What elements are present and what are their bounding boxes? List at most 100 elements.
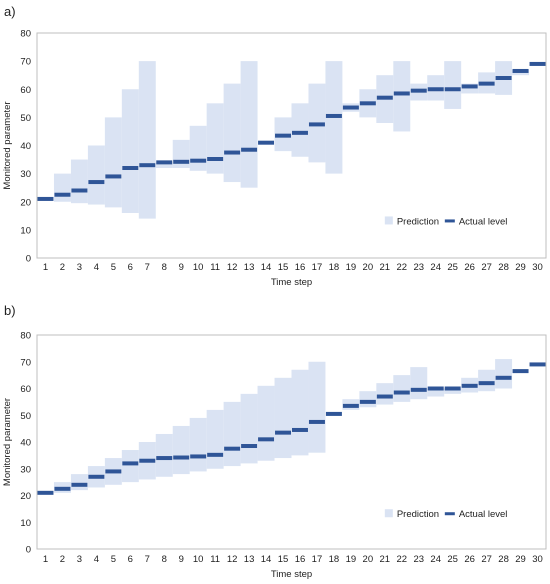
panel-label: b): [4, 303, 16, 318]
x-tick-label: 25: [447, 262, 458, 273]
prediction-band: [478, 369, 496, 392]
x-tick-label: 13: [244, 262, 255, 273]
actual-level-marker: [325, 411, 342, 416]
prediction-band: [70, 159, 88, 204]
prediction-band: [444, 388, 462, 394]
x-tick-label: 21: [380, 554, 391, 565]
x-tick-label: 29: [515, 262, 526, 273]
x-tick-label: 1: [43, 554, 48, 565]
actual-level-marker: [122, 461, 139, 466]
x-tick-label: 2: [60, 262, 65, 273]
actual-level-marker: [173, 159, 190, 164]
actual-level-marker: [122, 166, 139, 170]
actual-level-marker: [105, 469, 122, 474]
x-tick-label: 27: [481, 554, 492, 565]
actual-level-marker: [88, 474, 105, 479]
prediction-band: [410, 367, 428, 400]
y-tick-label: 30: [20, 464, 31, 475]
legend-prediction-swatch: [384, 509, 393, 518]
actual-level-marker: [190, 454, 207, 459]
prediction-band: [155, 162, 173, 168]
x-tick-label: 24: [430, 262, 441, 273]
actual-level-marker: [207, 157, 224, 161]
actual-level-marker: [512, 68, 529, 73]
x-tick-label: 28: [498, 554, 509, 565]
panel-label: a): [4, 4, 16, 19]
actual-level-marker: [342, 403, 359, 408]
actual-level-marker: [359, 101, 376, 106]
x-tick-label: 8: [162, 262, 167, 273]
x-tick-label: 23: [413, 262, 424, 273]
y-axis-label: Monitored parameter: [2, 101, 13, 189]
y-tick-label: 0: [26, 254, 31, 265]
actual-level-marker: [529, 362, 546, 367]
y-tick-label: 10: [20, 518, 31, 529]
x-tick-label: 19: [346, 554, 357, 565]
x-axis-label: Time step: [271, 569, 312, 580]
actual-level-marker: [258, 140, 275, 145]
x-tick-label: 9: [179, 554, 184, 565]
y-tick-label: 70: [20, 57, 31, 68]
x-tick-label: 9: [179, 262, 184, 273]
y-tick-label: 80: [20, 331, 31, 342]
x-tick-label: 25: [447, 554, 458, 565]
prediction-band: [308, 361, 326, 453]
x-tick-label: 10: [193, 554, 204, 565]
actual-level-marker: [376, 394, 393, 399]
actual-level-marker: [410, 387, 427, 392]
actual-level-marker: [88, 180, 105, 185]
y-tick-label: 70: [20, 357, 31, 368]
x-tick-label: 28: [498, 262, 509, 273]
actual-level-marker: [308, 122, 325, 127]
actual-level-marker: [207, 452, 224, 457]
actual-level-marker: [359, 399, 376, 404]
actual-level-marker: [495, 76, 512, 80]
y-tick-label: 20: [20, 197, 31, 208]
actual-level-marker: [54, 486, 71, 491]
actual-level-marker: [461, 383, 478, 388]
prediction-band: [87, 145, 105, 205]
x-tick-label: 6: [128, 262, 133, 273]
x-tick-label: 19: [346, 262, 357, 273]
x-tick-label: 6: [128, 554, 133, 565]
x-tick-label: 18: [329, 262, 340, 273]
x-tick-label: 15: [278, 554, 289, 565]
prediction-band: [257, 385, 275, 461]
x-tick-label: 29: [515, 554, 526, 565]
x-tick-label: 22: [396, 262, 407, 273]
x-tick-label: 20: [363, 554, 374, 565]
actual-level-marker: [156, 160, 173, 165]
x-tick-label: 4: [94, 554, 99, 565]
prediction-band: [291, 369, 309, 456]
actual-level-marker: [410, 88, 427, 93]
actual-level-marker: [512, 369, 529, 374]
x-tick-label: 30: [532, 262, 543, 273]
actual-level-marker: [325, 113, 342, 118]
x-tick-label: 7: [145, 262, 150, 273]
actual-level-marker: [224, 150, 241, 155]
actual-level-marker: [427, 87, 444, 92]
prediction-band: [240, 61, 258, 188]
actual-level-marker: [393, 91, 410, 96]
actual-level-marker: [461, 84, 478, 89]
prediction-band: [240, 393, 258, 464]
x-tick-label: 17: [312, 554, 323, 565]
x-tick-label: 3: [77, 554, 82, 565]
actual-level-marker: [54, 192, 71, 197]
prediction-band: [206, 103, 224, 174]
prediction-band: [223, 401, 241, 467]
prediction-band: [444, 61, 462, 109]
x-tick-label: 21: [380, 262, 391, 273]
actual-level-marker: [292, 427, 308, 432]
actual-level-marker: [444, 87, 461, 92]
y-axis-label: Monitored parameter: [2, 398, 13, 486]
actual-level-marker: [529, 61, 546, 66]
prediction-band: [291, 103, 309, 157]
plot-frame: [36, 32, 547, 259]
actual-level-marker: [275, 430, 291, 435]
actual-level-marker: [393, 390, 410, 395]
x-tick-label: 4: [94, 262, 99, 273]
actual-level-marker: [342, 105, 359, 110]
